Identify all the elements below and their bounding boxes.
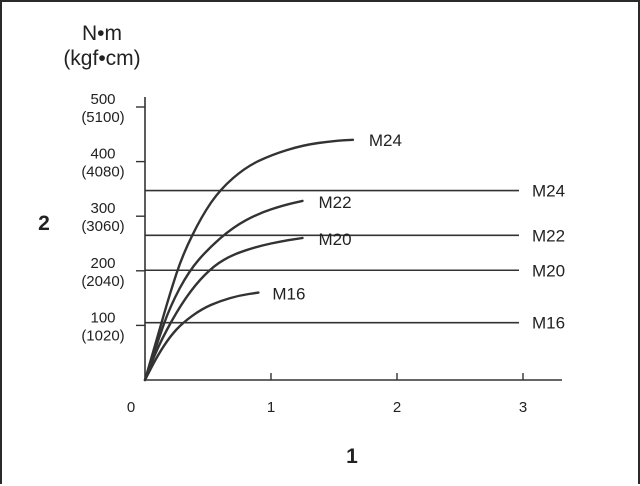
series-labels: M24 M22 M20 M16 xyxy=(272,131,402,304)
series-label: M22 xyxy=(319,193,352,212)
series-curves xyxy=(143,138,355,382)
y-tick-sublabel: (4080) xyxy=(81,164,124,181)
y-axis-label: 2 xyxy=(38,212,50,235)
y-tick-sublabel: (2040) xyxy=(81,273,124,290)
y-unit-line1: N•m xyxy=(82,22,122,45)
x-tick-label: 0 xyxy=(127,399,135,416)
reference-line-label: M20 xyxy=(532,261,565,280)
y-tick-sublabel: (1020) xyxy=(81,327,124,344)
x-tick-label: 1 xyxy=(267,399,275,416)
y-tick-label: 200 xyxy=(90,255,115,272)
series-curve xyxy=(143,236,304,382)
series-label: M24 xyxy=(369,131,402,150)
reference-lines: M24 M22 M20 M16 xyxy=(145,182,565,333)
series-curve xyxy=(143,291,260,382)
reference-line-label: M16 xyxy=(532,314,565,333)
x-tick-label: 3 xyxy=(519,399,527,416)
y-tick-label: 300 xyxy=(90,200,115,217)
series-curve xyxy=(143,138,355,382)
x-axis-label: 1 xyxy=(346,445,358,468)
y-tick-sublabel: (5100) xyxy=(81,109,124,126)
y-tick-sublabel: (3060) xyxy=(81,218,124,235)
x-tick-label: 2 xyxy=(393,399,401,416)
y-tick-label: 100 xyxy=(90,309,115,326)
reference-line-label: M22 xyxy=(532,226,565,245)
series-curve xyxy=(143,199,304,382)
y-unit-line2: (kgf•cm) xyxy=(63,47,140,70)
series-label: M20 xyxy=(319,230,352,249)
reference-line-label: M24 xyxy=(532,182,565,201)
y-tick-label: 400 xyxy=(90,146,115,163)
series-label: M16 xyxy=(272,285,305,304)
axes: 0 1 2 3 100(1020) 200(2040) 300(3060) 400(4080)… xyxy=(81,91,562,416)
y-tick-label: 500 xyxy=(90,91,115,108)
